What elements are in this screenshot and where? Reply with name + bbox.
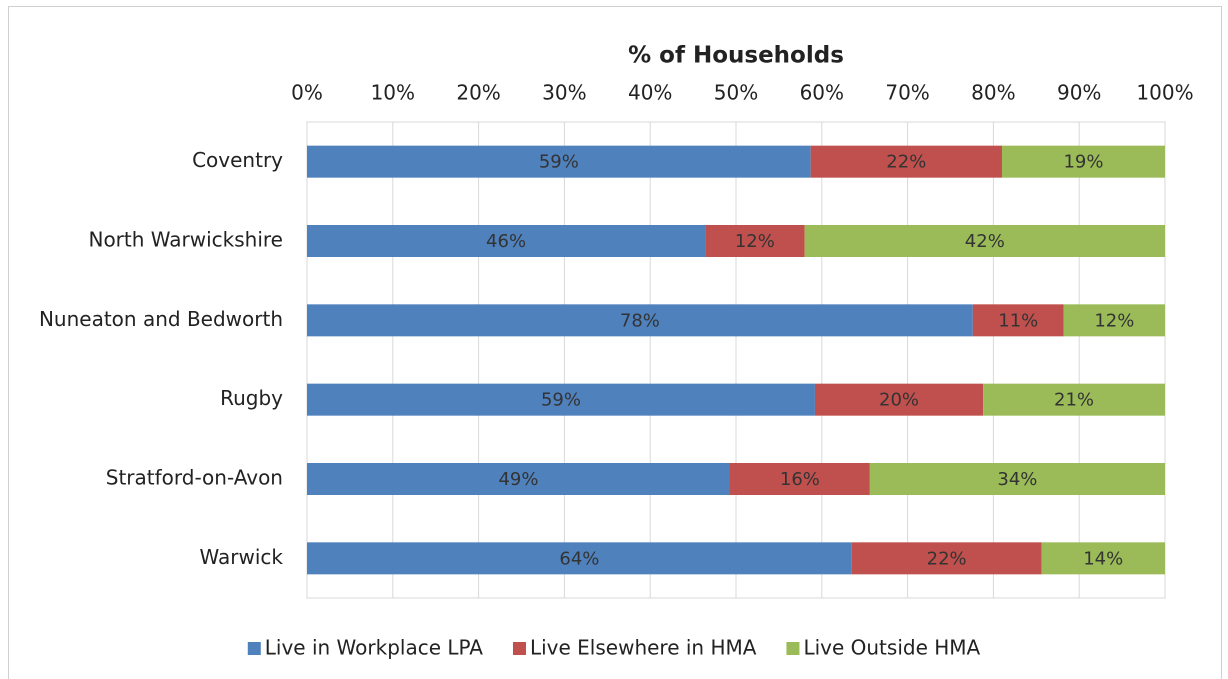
data-label: 12% [735, 231, 775, 252]
data-label: 49% [498, 469, 538, 490]
legend-swatch [247, 642, 261, 655]
x-tick-label: 0% [291, 81, 323, 105]
data-label: 14% [1083, 548, 1123, 569]
data-label: 22% [886, 152, 926, 173]
data-label: 34% [997, 469, 1037, 490]
bar-segment [983, 383, 1165, 416]
bar-segment [307, 463, 730, 495]
legend-swatch [512, 642, 526, 655]
data-label: 11% [998, 310, 1038, 331]
bar-segment [814, 383, 984, 416]
data-label: 12% [1094, 310, 1134, 331]
bar-segment [307, 542, 852, 575]
bar-segment [972, 304, 1064, 337]
y-tick-label: Stratford-on-Avon [106, 466, 283, 490]
x-tick-label: 40% [628, 81, 672, 105]
y-tick-label: Coventry [192, 148, 283, 172]
bar-segment [307, 304, 973, 337]
bar-segment [851, 542, 1042, 575]
x-tick-label: 20% [456, 81, 500, 105]
chart-title: % of Households [628, 43, 844, 69]
x-tick-label: 70% [885, 81, 929, 105]
bar-segment [810, 145, 1002, 178]
x-tick-label: 10% [371, 81, 415, 105]
bar-segment [307, 225, 706, 257]
data-label: 59% [541, 390, 581, 411]
data-label: 16% [780, 469, 820, 490]
bar-segment [1041, 542, 1165, 575]
x-tick-label: 90% [1057, 81, 1101, 105]
legend-label: Live Outside HMA [803, 636, 980, 660]
legend-label: Live in Workplace LPA [265, 636, 484, 660]
bar-segment [705, 225, 805, 257]
bar-segment [307, 383, 815, 416]
data-label: 64% [559, 548, 599, 569]
data-label: 19% [1063, 152, 1103, 173]
data-label: 42% [965, 231, 1005, 252]
bar-segment [1001, 145, 1165, 178]
x-tick-label: 60% [800, 81, 844, 105]
y-tick-label: Rugby [220, 386, 283, 410]
bar-segment [729, 463, 870, 495]
y-tick-label: North Warwickshire [88, 228, 283, 252]
y-tick-label: Warwick [200, 545, 284, 569]
data-label: 20% [879, 390, 919, 411]
legend-label: Live Elsewhere in HMA [530, 636, 757, 660]
data-label: 78% [620, 310, 660, 331]
x-tick-label: 80% [971, 81, 1015, 105]
y-tick-label: Nuneaton and Bedworth [39, 307, 283, 331]
chart-frame [8, 6, 1222, 679]
data-label: 22% [927, 548, 967, 569]
data-label: 46% [486, 231, 526, 252]
bar-segment [869, 463, 1165, 495]
x-tick-label: 30% [542, 81, 586, 105]
x-tick-label: 50% [714, 81, 758, 105]
legend-swatch [786, 642, 800, 655]
data-label: 21% [1054, 390, 1094, 411]
data-label: 59% [539, 152, 579, 173]
x-tick-label: 100% [1136, 81, 1193, 105]
bar-segment [307, 145, 811, 178]
bar-segment [804, 225, 1165, 257]
bar-segment [1063, 304, 1165, 337]
